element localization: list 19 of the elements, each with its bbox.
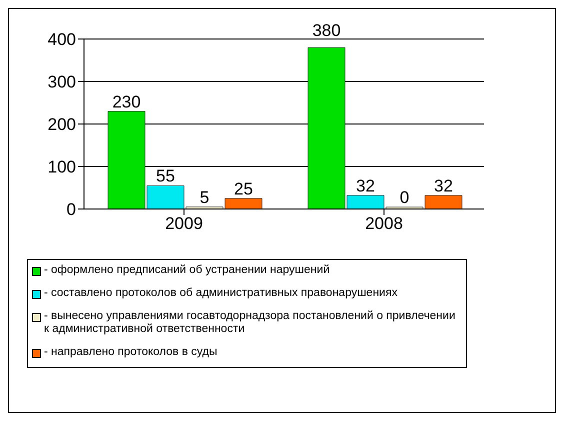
x-tick-label: 2009 xyxy=(165,214,203,234)
y-tick-label: 400 xyxy=(48,30,76,50)
data-label: 5 xyxy=(200,188,210,207)
data-label: 32 xyxy=(434,176,453,196)
x-tick-label: 2008 xyxy=(365,214,403,234)
legend-label: - оформлено предписаний об устранении нарушений xyxy=(44,264,330,277)
data-label: 55 xyxy=(156,166,175,186)
y-tick-label: 300 xyxy=(48,72,76,92)
data-label: 230 xyxy=(112,92,141,112)
y-tick-label: 200 xyxy=(48,115,76,134)
legend-label: - вынесено управлениями госавтодорнадзора постановлений о привлечении к административной ответственности xyxy=(44,310,456,336)
data-label: 32 xyxy=(356,176,375,196)
data-label: 380 xyxy=(312,21,341,40)
data-label: 25 xyxy=(234,179,253,198)
y-tick-label: 0 xyxy=(66,200,76,220)
legend-label: - направлено протоколов в суды xyxy=(44,346,218,359)
legend-label: - составлено протоколов об административных правонарушениях xyxy=(44,287,398,300)
y-tick-label: 100 xyxy=(48,158,76,177)
data-label: 0 xyxy=(400,188,410,207)
